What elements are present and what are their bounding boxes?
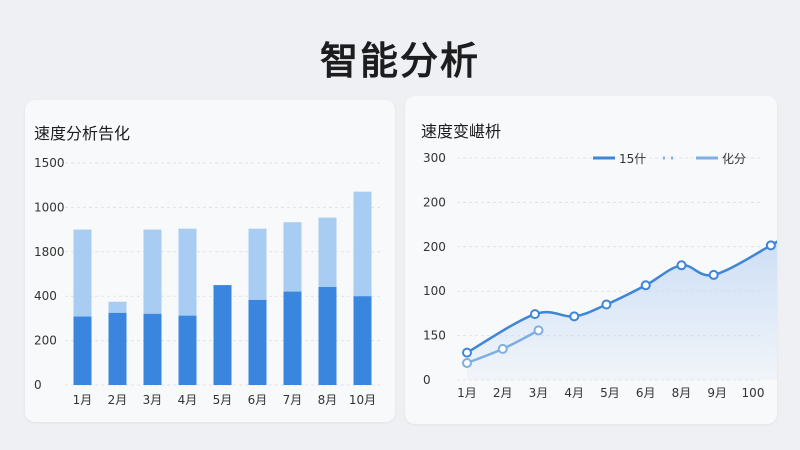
data-point: [533, 325, 544, 336]
y-tick-label: 0: [423, 373, 431, 387]
x-tick-label: 5月: [600, 386, 620, 400]
y-tick-label: 1500: [34, 156, 65, 170]
bar-segment-lower: [143, 313, 162, 385]
x-tick-label: 6月: [248, 393, 268, 407]
y-tick-label: 0: [34, 378, 42, 392]
legend-label: 化分: [722, 152, 746, 166]
page-title: 智能分析: [319, 39, 480, 83]
x-tick-label: 3月: [529, 386, 549, 400]
x-tick-label: 3月: [143, 393, 163, 407]
bar-chart-card: 速度分析告化 0 200 400 1800 1000 1500 1月 2月 3月 4月 5月 6月 7月…: [25, 100, 395, 422]
bar-segment-upper: [108, 301, 127, 313]
area-fill: [467, 241, 777, 380]
data-point: [676, 260, 687, 271]
bar-segment-lower: [318, 286, 337, 385]
bar-segment-upper: [73, 229, 92, 317]
line-chart-card: 速度变嵁枡 0 150 100 200 200 300 1月 2月 3月 4月 5月 6月 8月 9月 10…: [405, 96, 777, 424]
x-tick-label: 4月: [564, 386, 584, 400]
x-tick-label: 4月: [178, 393, 198, 407]
bar-segment-lower: [178, 315, 197, 385]
line-chart: 0 150 100 200 200 300 1月 2月 3月 4月 5月 6月 8月 9月 100 15什 化分: [423, 151, 777, 400]
y-tick-label: 400: [34, 289, 57, 303]
bar-segment-upper: [353, 191, 372, 297]
bar-segment-upper: [143, 229, 162, 314]
data-point: [462, 347, 472, 358]
bar-chart-title: 速度分析告化: [34, 124, 131, 143]
bar-segment-upper: [283, 222, 302, 292]
data-point: [497, 343, 508, 354]
data-point: [462, 357, 472, 368]
data-point: [601, 299, 612, 310]
x-tick-label: 2月: [493, 386, 513, 400]
data-point: [765, 240, 776, 251]
legend-label: 15什: [619, 152, 646, 166]
x-tick-label: 1月: [73, 393, 93, 407]
bar-segment-lower: [353, 296, 372, 385]
x-tick-label: 8月: [318, 393, 338, 407]
x-tick-label: 10月: [349, 393, 376, 407]
bar-segment-lower: [108, 312, 127, 385]
bar-segment-upper: [248, 228, 267, 300]
data-point: [640, 280, 651, 291]
bar-segment-lower: [248, 299, 267, 385]
x-tick-label: 5月: [213, 393, 233, 407]
y-tick-label: 200: [423, 240, 446, 254]
bar-segment-upper: [178, 228, 197, 316]
x-tick-label: 8月: [672, 386, 692, 400]
x-tick-label: 1月: [457, 386, 477, 400]
bar-segment-upper: [318, 217, 337, 287]
y-tick-label: 150: [423, 329, 446, 343]
y-tick-label: 100: [423, 284, 446, 298]
x-tick-label: 100: [742, 386, 765, 400]
y-tick-label: 300: [423, 151, 446, 165]
x-tick-label: 2月: [108, 393, 128, 407]
data-point: [529, 309, 540, 320]
x-tick-label: 9月: [707, 386, 727, 400]
bar-segment-lower: [283, 291, 302, 385]
y-tick-label: 200: [423, 195, 446, 209]
y-tick-label: 200: [34, 334, 57, 348]
y-tick-label: 1000: [34, 200, 65, 214]
bar-segment-lower: [213, 285, 232, 385]
data-point: [569, 311, 580, 322]
line-chart-title: 速度变嵁枡: [421, 122, 502, 141]
data-point: [708, 269, 719, 280]
y-tick-label: 1800: [34, 245, 65, 259]
x-tick-label: 7月: [283, 393, 303, 407]
x-tick-label: 6月: [636, 386, 656, 400]
bar-chart: 0 200 400 1800 1000 1500 1月 2月 3月 4月 5月 6月 7月 8月 10月: [34, 156, 380, 407]
bar-segment-lower: [73, 316, 92, 385]
